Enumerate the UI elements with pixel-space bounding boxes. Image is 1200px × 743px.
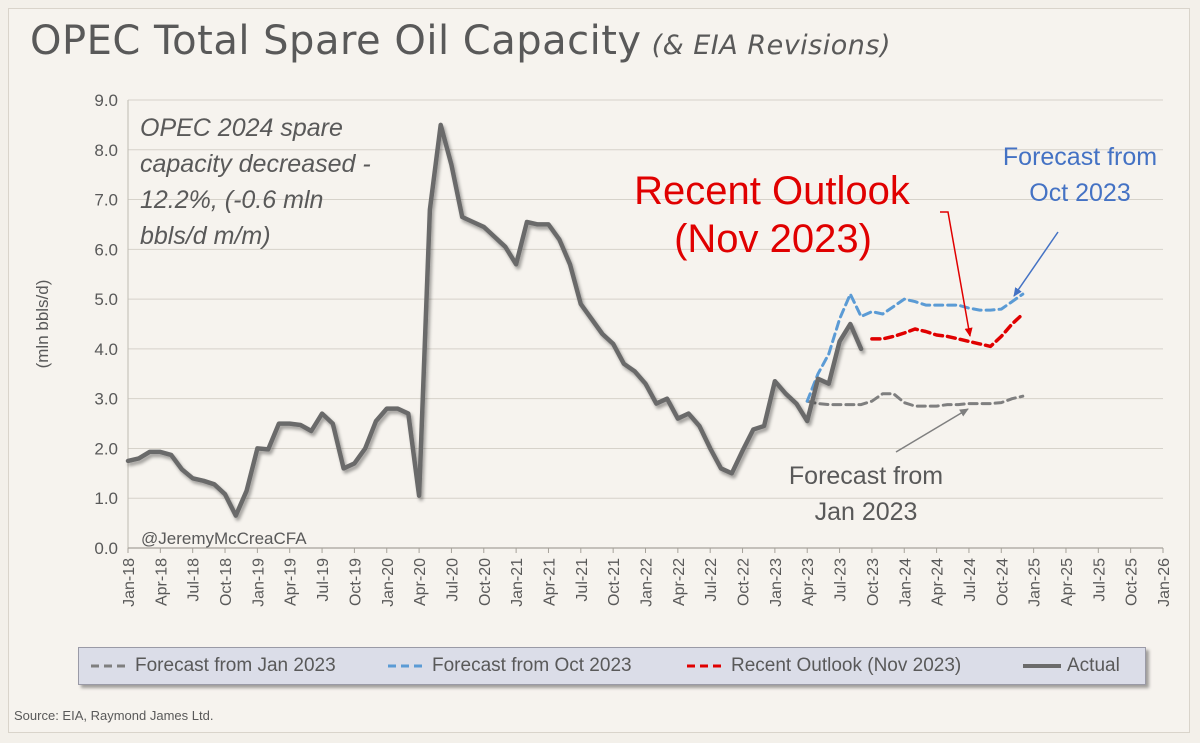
annotation-handle: @JeremyMcCreaCFA — [141, 529, 307, 548]
y-tick-label: 1.0 — [94, 489, 118, 508]
y-tick-label: 7.0 — [94, 191, 118, 210]
x-tick-label: Jan-25 — [1027, 558, 1044, 607]
grid — [128, 99, 1163, 499]
x-tick-label: Jan-21 — [509, 558, 526, 607]
series-actual — [125, 122, 864, 518]
x-tick-label: Jan-19 — [250, 558, 267, 607]
y-tick-label: 6.0 — [94, 240, 118, 259]
chart-frame — [8, 8, 1190, 733]
annotations: OPEC 2024 spare capacity decreased - 12.2%… — [140, 114, 1157, 548]
legend-swatch-actual — [1023, 664, 1061, 668]
legend-item-jan2023: Forecast from Jan 2023 — [89, 648, 336, 684]
x-tick-label: Oct-20 — [477, 558, 494, 606]
chart-title: OPEC Total Spare Oil Capacity (& EIA Revi… — [30, 18, 891, 64]
series — [125, 122, 1025, 518]
y-tick-label: 3.0 — [94, 390, 118, 409]
annotation-forecast-jan: Forecast from — [789, 462, 943, 490]
annotation-recent-outlook: (Nov 2023) — [674, 217, 872, 261]
x-tick-label: Jan-22 — [639, 558, 656, 607]
annotation-forecast-oct: Oct 2023 — [1029, 179, 1130, 207]
x-tick-label: Apr-18 — [153, 558, 170, 606]
y-tick-label: 9.0 — [94, 91, 118, 110]
annotation-forecast-oct: Forecast from — [1003, 143, 1157, 171]
x-tick-label: Apr-25 — [1059, 558, 1076, 606]
x-tick-label: Jul-21 — [574, 558, 591, 602]
annotation-forecast-jan: Jan 2023 — [815, 498, 918, 526]
axes: 0.0 1.0 2.0 3.0 4.0 5.0 6.0 7.0 8.0 9.0 Jan-18 Apr-… — [33, 91, 1173, 607]
x-tick-label: Oct-24 — [994, 558, 1011, 606]
y-tick-label: 0.0 — [94, 539, 118, 558]
legend-item-nov2023: Recent Outlook (Nov 2023) — [685, 648, 961, 684]
legend-label-oct2023: Forecast from Oct 2023 — [432, 655, 632, 676]
x-tick-label: Apr-24 — [930, 558, 947, 606]
x-tick-label: Oct-25 — [1124, 558, 1141, 606]
y-tick-label: 4.0 — [94, 340, 118, 359]
x-tick-label: Oct-23 — [865, 558, 882, 606]
x-tick-label: Jul-24 — [962, 558, 979, 602]
x-tick-label: Jul-22 — [703, 558, 720, 602]
arrow-forecast-jan — [895, 408, 969, 453]
x-tick-label: Oct-21 — [606, 558, 623, 606]
x-tick-label: Oct-19 — [347, 558, 364, 606]
x-tick-label: Jan-23 — [768, 558, 785, 607]
x-tick-label: Jul-19 — [315, 558, 332, 602]
legend-swatch-nov2023 — [687, 664, 725, 668]
x-tick-label: Apr-19 — [283, 558, 300, 606]
x-tick-label: Apr-23 — [800, 558, 817, 606]
x-tick-label: Apr-20 — [412, 558, 429, 606]
legend-swatch-oct2023 — [388, 664, 426, 668]
x-tick-label: Apr-21 — [541, 558, 558, 606]
series-forecast-jan-2023 — [805, 392, 1025, 408]
y-axis-label: (mln bbls/d) — [33, 280, 52, 369]
x-tick-label: Oct-22 — [736, 558, 753, 606]
y-tick-label: 2.0 — [94, 439, 118, 458]
annotation-recent-outlook: Recent Outlook — [634, 169, 911, 213]
annotation-summary-line: capacity decreased - — [140, 150, 371, 178]
annotation-summary-line: 12.2%, (-0.6 mln — [140, 186, 323, 214]
chart-title-main: OPEC Total Spare Oil Capacity — [30, 18, 642, 64]
source-note: Source: EIA, Raymond James Ltd. — [14, 708, 214, 723]
y-tick-label: 8.0 — [94, 141, 118, 160]
annotation-summary-line: bbls/d m/m) — [140, 222, 271, 250]
legend-swatch-jan2023 — [91, 664, 129, 668]
annotation-summary-line: OPEC 2024 spare — [140, 114, 343, 142]
x-tick-label: Jan-26 — [1156, 558, 1173, 607]
arrow-forecast-oct — [1013, 231, 1059, 297]
x-tick-label: Oct-18 — [218, 558, 235, 606]
y-tick-label: 5.0 — [94, 290, 118, 309]
legend-item-oct2023: Forecast from Oct 2023 — [386, 648, 632, 684]
x-tick-label: Apr-22 — [671, 558, 688, 606]
series-recent-outlook-nov-2023 — [870, 312, 1025, 349]
x-tick-label: Jul-23 — [833, 558, 850, 602]
x-tick-label: Jul-18 — [186, 558, 203, 602]
x-tick-label: Jul-20 — [444, 558, 461, 602]
chart-subtitle: (& EIA Revisions) — [651, 30, 891, 61]
arrow-recent-outlook — [940, 211, 973, 337]
series-forecast-oct-2023 — [805, 292, 1025, 403]
x-tick-label: Jan-24 — [897, 558, 914, 607]
legend-item-actual: Actual — [1021, 648, 1120, 684]
legend: Forecast from Jan 2023 Forecast from Oct… — [78, 647, 1146, 685]
legend-label-jan2023: Forecast from Jan 2023 — [135, 655, 336, 676]
legend-label-actual: Actual — [1067, 655, 1120, 676]
x-tick-label: Jan-20 — [380, 558, 397, 607]
legend-label-nov2023: Recent Outlook (Nov 2023) — [731, 655, 962, 676]
x-tick-label: Jul-25 — [1091, 558, 1108, 602]
x-tick-label: Jan-18 — [121, 558, 138, 607]
